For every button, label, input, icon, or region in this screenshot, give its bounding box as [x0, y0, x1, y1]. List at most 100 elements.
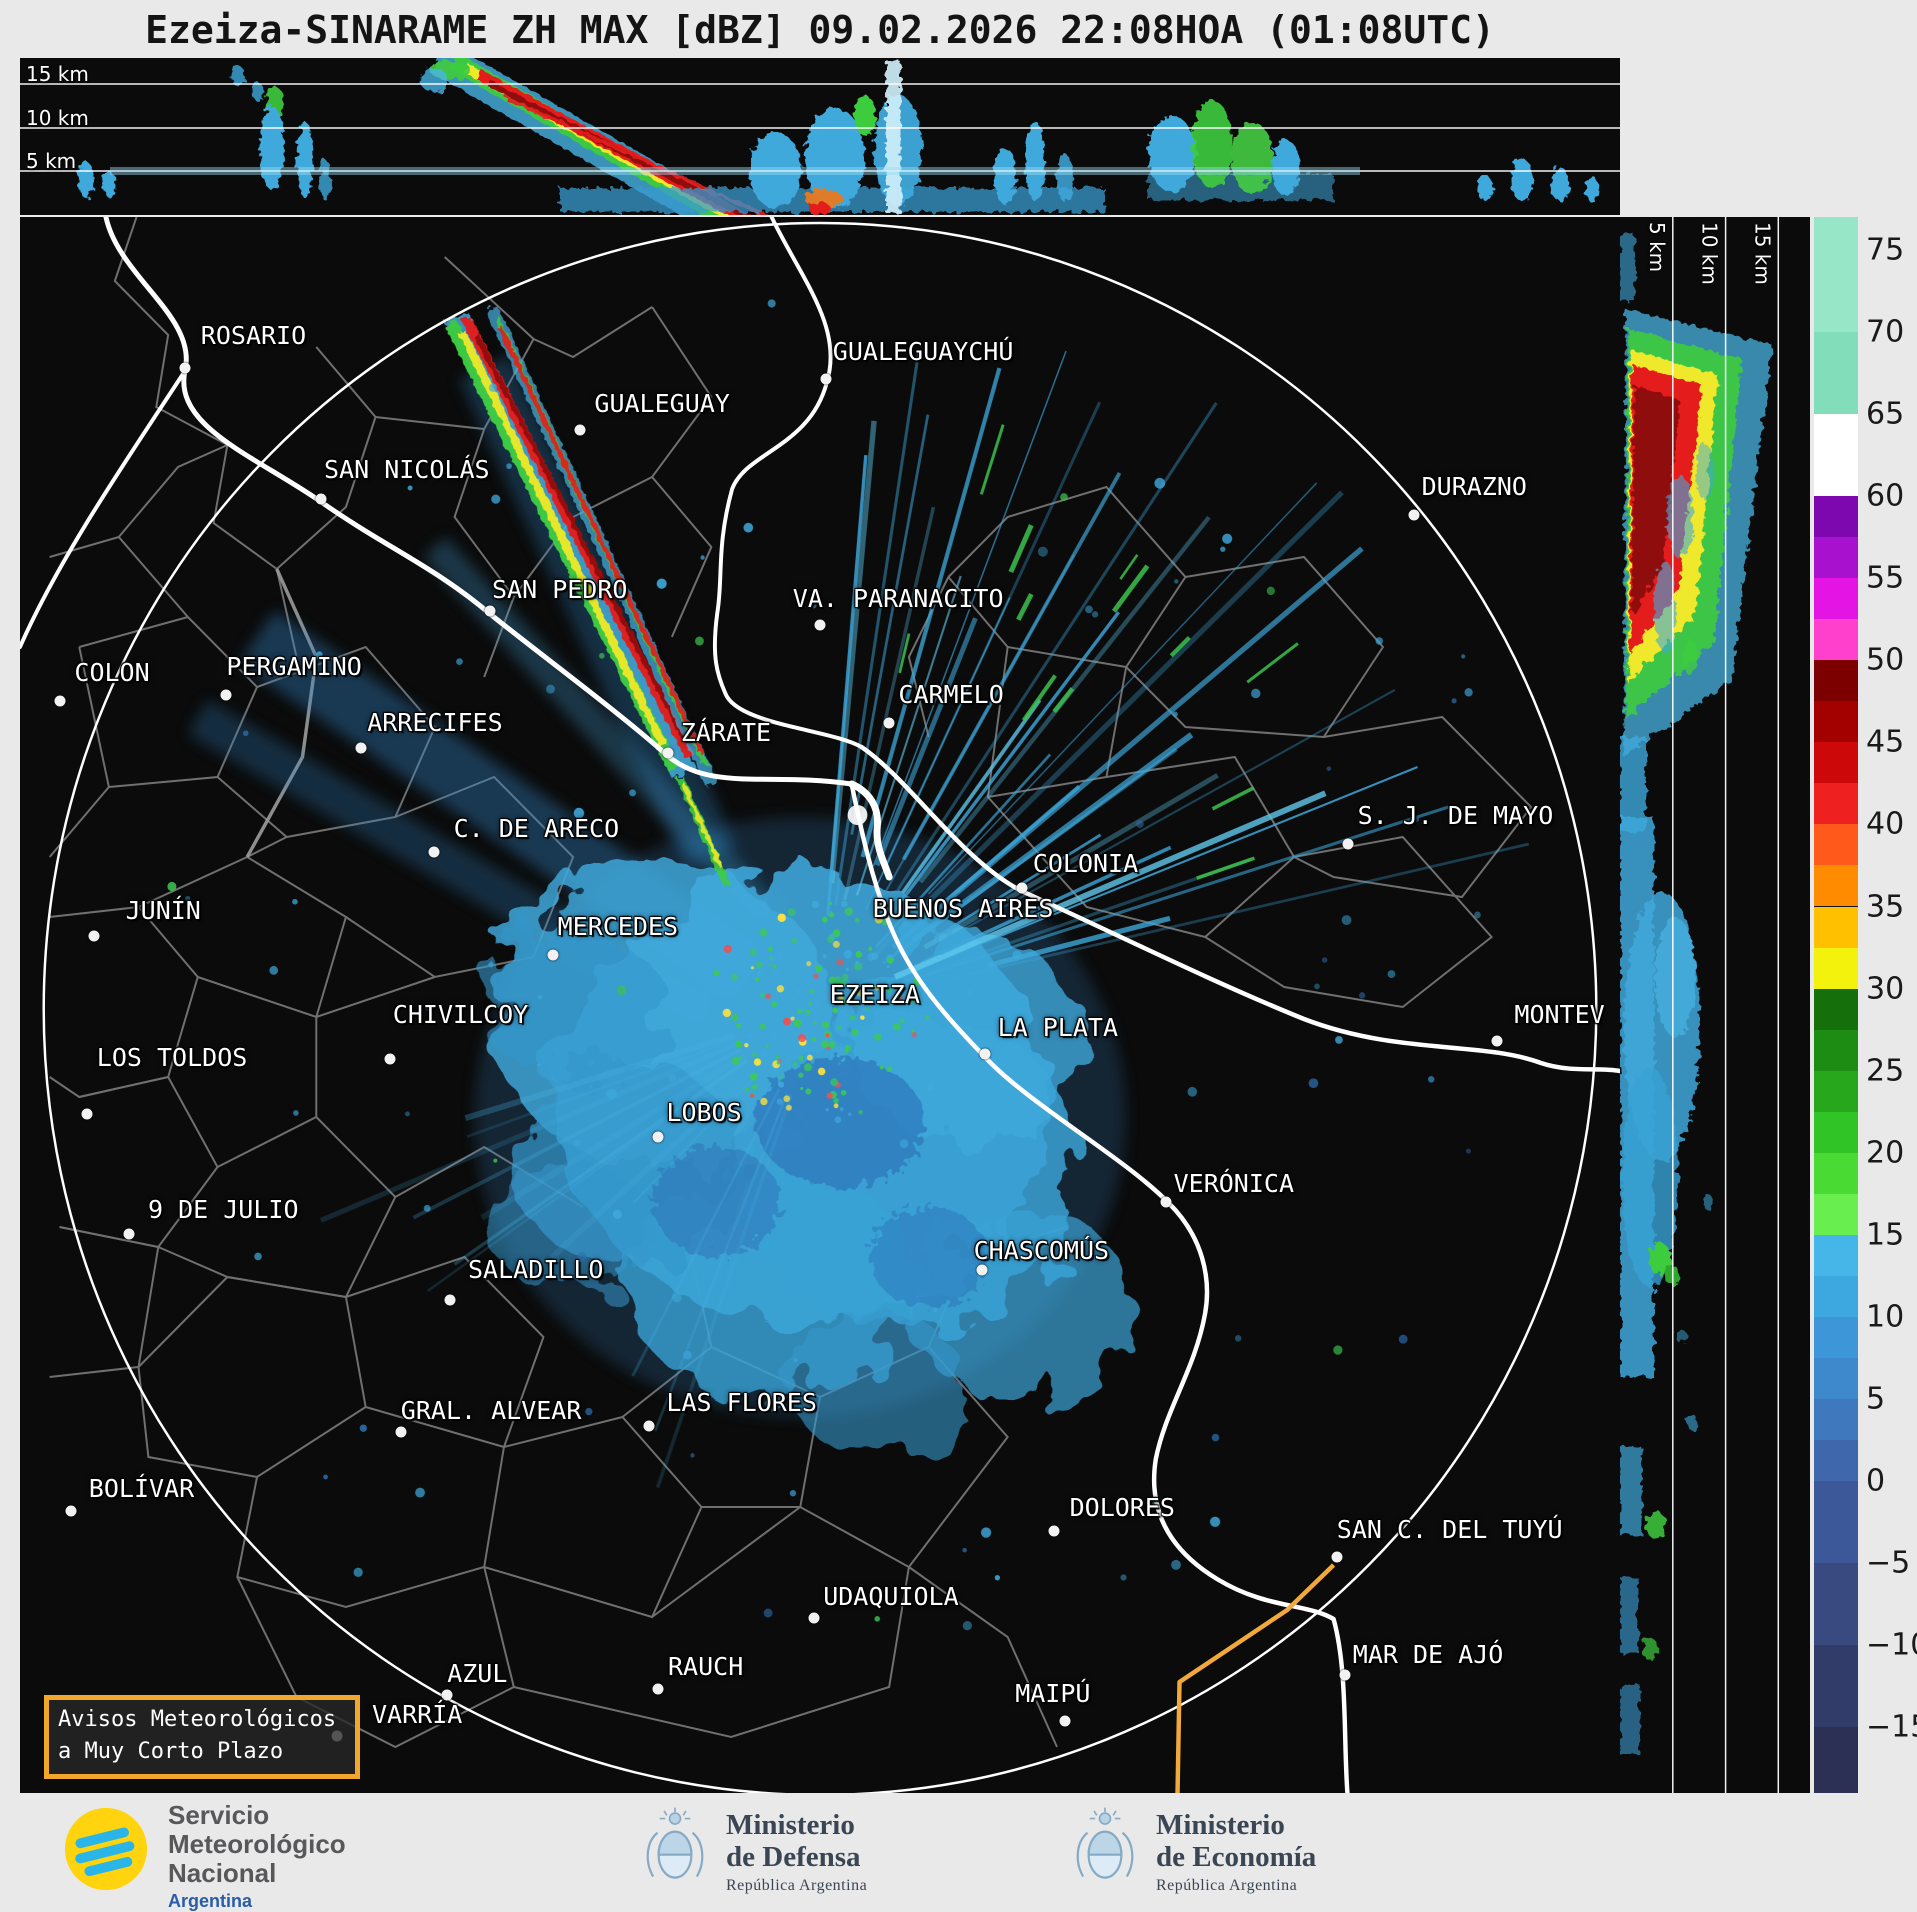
city-label: VA. PARANACITO	[792, 584, 1004, 614]
city-label: EZEIZA	[829, 979, 920, 1009]
colorbar-tick-label: 10	[1866, 1299, 1905, 1335]
smn-org-line: Nacional	[168, 1858, 277, 1888]
warning-box: Avisos Meteorológicos a Muy Corto Plazo	[44, 1695, 360, 1779]
city-label: LAS FLORES	[666, 1387, 817, 1417]
height-label: 10 km	[1697, 222, 1722, 285]
right-cross-section-panel: 5 km 10 km 15 km	[1620, 217, 1810, 1793]
colorbar-tick-label: −5	[1866, 1545, 1911, 1581]
colorbar-segment	[1814, 331, 1858, 414]
ministry-economia: Ministerio de Economía República Argenti…	[1070, 1803, 1316, 1895]
city-label: SALADILLO	[468, 1255, 604, 1285]
colorbar-tick-label: 30	[1866, 971, 1905, 1007]
city-dot	[1048, 1525, 1060, 1537]
city-dot	[315, 493, 327, 505]
city-dot	[355, 742, 367, 754]
colorbar-tick-label: 15	[1866, 1217, 1905, 1253]
colorbar-segment	[1814, 742, 1858, 784]
height-label: 10 km	[26, 105, 89, 130]
colorbar-tick-label: 25	[1866, 1053, 1905, 1089]
city-label: RAUCH	[668, 1652, 744, 1682]
city-label: DURAZNO	[1421, 472, 1527, 502]
colorbar-tick-label: 0	[1866, 1463, 1886, 1499]
colorbar-segment	[1814, 783, 1858, 825]
colorbar-tick-label: 65	[1866, 396, 1905, 432]
colorbar-segment	[1814, 1399, 1858, 1441]
city-label: GRAL. ALVEAR	[400, 1395, 582, 1425]
colorbar-segment	[1814, 701, 1858, 743]
smn-logo-icon	[64, 1807, 148, 1891]
colorbar-strip	[1814, 217, 1858, 1793]
colorbar-tick-label: 35	[1866, 889, 1905, 924]
city-label: COLONIA	[1032, 848, 1139, 878]
city-label: AZUL	[447, 1658, 508, 1688]
coat-of-arms-icon	[646, 1807, 704, 1879]
colorbar-segment	[1814, 619, 1858, 661]
top-gridlines	[20, 83, 1620, 172]
city-dot	[395, 1426, 407, 1438]
city-dot	[574, 424, 586, 436]
colorbar-segment	[1814, 1563, 1858, 1646]
city-dot	[88, 930, 100, 942]
city-dot	[441, 1689, 453, 1701]
city-label: ROSARIO	[200, 320, 307, 350]
colorbar-segment	[1814, 660, 1858, 702]
route-line	[1175, 1563, 1336, 1793]
city-dot	[814, 619, 826, 631]
colorbar-segment	[1814, 1481, 1858, 1564]
city-label: C. DE ARECO	[453, 814, 620, 844]
colorbar-segment	[1814, 865, 1858, 907]
colorbar-segment	[1814, 1070, 1858, 1112]
colorbar-tick-label: 5	[1866, 1381, 1886, 1417]
colorbar-segment	[1814, 1645, 1858, 1728]
city-label: BOLÍVAR	[88, 1474, 195, 1504]
smn-org-text: Servicio Meteorológico Nacional Argentin…	[168, 1801, 346, 1912]
colorbar-segment	[1814, 1234, 1858, 1276]
colorbar-tick-label: 40	[1866, 806, 1905, 842]
city-dot	[883, 717, 895, 729]
city-dot	[1339, 1669, 1351, 1681]
city-dot	[54, 695, 66, 707]
radar-map-plot	[20, 217, 1620, 1793]
city-dot	[979, 1048, 991, 1060]
warning-line: a Muy Corto Plazo	[58, 1739, 284, 1764]
city-dot	[1342, 838, 1354, 850]
rainbow-spoke	[444, 306, 731, 887]
colorbar-segment	[1814, 1111, 1858, 1153]
ministry-name: Ministerio	[726, 1809, 855, 1841]
ministry-sub: República Argentina	[726, 1877, 868, 1894]
city-dot	[123, 1228, 135, 1240]
city-dot	[1331, 1551, 1343, 1563]
city-dot	[444, 1294, 456, 1306]
city-label: GUALEGUAYCHÚ	[832, 336, 1014, 366]
city-dot	[1408, 509, 1420, 521]
city-layer: ROSARIO GUALEGUAYCHÚ GUALEGUAY SAN NICOLÁS D…	[20, 217, 1620, 1793]
range-ring	[42, 221, 1598, 1793]
city-dot	[81, 1108, 93, 1120]
colorbar-tick-label: 75	[1866, 232, 1905, 268]
colorbar-tick-label: −10	[1866, 1627, 1917, 1663]
top-cross-section-plot	[20, 58, 1620, 215]
footer: Servicio Meteorológico Nacional Argentin…	[0, 1793, 1917, 1912]
city-label: DOLORES	[1069, 1493, 1175, 1523]
colorbar-segment	[1814, 414, 1858, 497]
city-label: CHIVILCOY	[392, 1000, 529, 1030]
rivers	[20, 217, 1620, 1793]
ministry-name: de Economía	[1156, 1841, 1317, 1873]
city-label: ARRECIFES	[367, 708, 503, 738]
colorbar-tick-label: 50	[1866, 642, 1905, 678]
height-label: 15 km	[26, 61, 89, 86]
colorbar-segment	[1814, 906, 1858, 948]
city-label: LOBOS	[666, 1097, 742, 1127]
ministry-sub: República Argentina	[1156, 1877, 1298, 1894]
height-label: 5 km	[1644, 222, 1669, 273]
city-dot	[1059, 1715, 1071, 1726]
city-label: MONTEV	[1514, 1000, 1605, 1030]
city-label: JUNÍN	[125, 896, 201, 926]
top-cross-section-panel: 15 km 10 km 5 km	[20, 58, 1620, 215]
center-clutter-speckles	[710, 900, 930, 1117]
city-dot	[808, 1612, 820, 1624]
city-label: SAN C. DEL TUYÚ	[1336, 1515, 1563, 1545]
smn-org-line: Servicio	[168, 1800, 270, 1830]
